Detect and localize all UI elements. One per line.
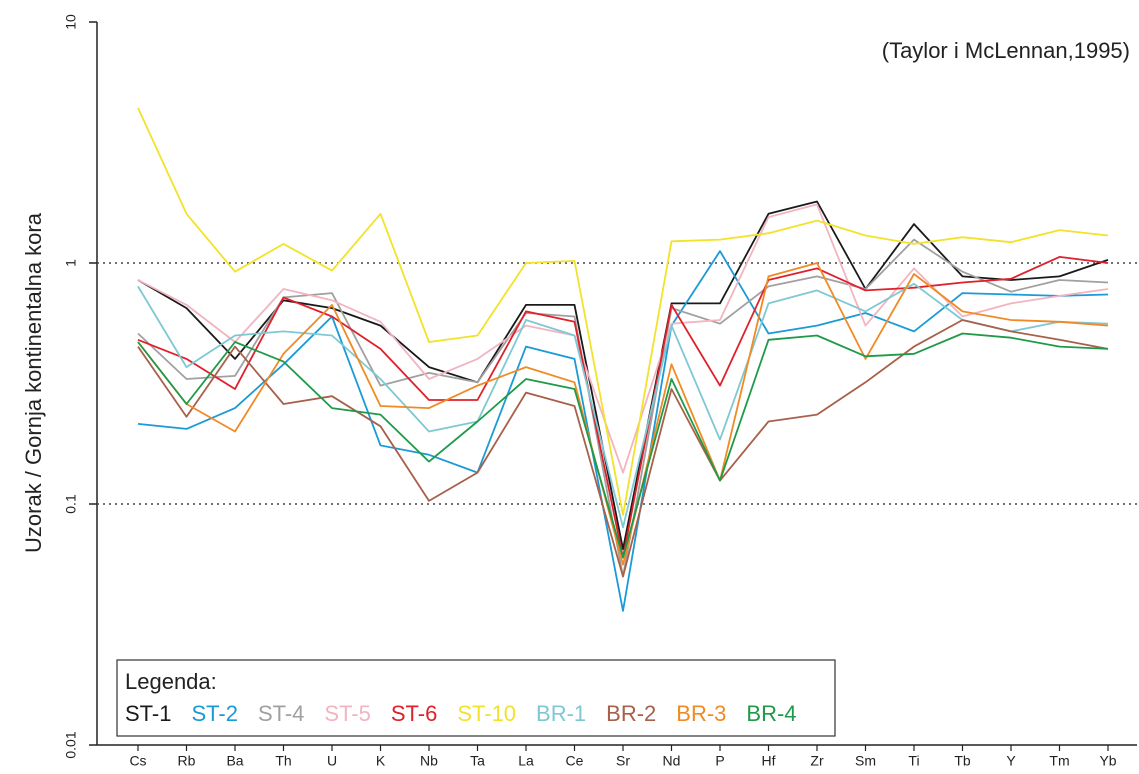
x-tick-label: Ce — [566, 753, 584, 769]
y-tick-label: 10 — [63, 14, 79, 30]
x-tick-label: Nb — [420, 753, 438, 769]
series-line — [137, 282, 1109, 529]
y-tick-label: 1 — [63, 259, 79, 267]
x-tick-label: Cs — [129, 753, 146, 769]
legend-entry: ST-1 — [125, 701, 171, 726]
x-tick-label: Rb — [178, 753, 196, 769]
y-tick-label: 0.1 — [63, 494, 79, 514]
series-line — [137, 262, 1109, 566]
x-tick-label: P — [715, 753, 724, 769]
annotation: (Taylor i McLennan,1995) — [882, 38, 1130, 63]
legend-box — [116, 659, 836, 737]
x-tick-label: Hf — [762, 753, 776, 769]
y-tick-label: 0.01 — [63, 731, 79, 758]
legend-entry: ST-6 — [391, 701, 437, 726]
series-line — [137, 250, 1109, 612]
legend-entry: ST-10 — [457, 701, 516, 726]
y-axis-label: Uzorak / Gornja kontinentalna kora — [21, 212, 46, 553]
x-tick-label: Y — [1006, 753, 1016, 769]
x-tick-label: Ta — [470, 753, 485, 769]
series-line — [137, 203, 1109, 474]
x-tick-label: Zr — [810, 753, 824, 769]
x-tick-label: Tm — [1049, 753, 1069, 769]
x-tick-label: Sr — [616, 753, 630, 769]
x-tick-label: La — [518, 753, 534, 769]
legend-entry: BR-2 — [606, 701, 656, 726]
x-tick-label: Th — [275, 753, 291, 769]
series-line — [137, 107, 1109, 516]
x-tick-label: Ti — [908, 753, 919, 769]
x-tick-label: U — [327, 753, 337, 769]
series-line — [137, 332, 1109, 559]
series-line — [137, 200, 1109, 550]
x-tick-label: Yb — [1099, 753, 1116, 769]
legend-entry: BR-1 — [536, 701, 586, 726]
legend-entry: ST-2 — [191, 701, 237, 726]
series-line — [137, 319, 1109, 578]
legend-entry: ST-4 — [258, 701, 304, 726]
x-tick-label: K — [376, 753, 386, 769]
x-tick-label: Ba — [226, 753, 243, 769]
legend-title: Legenda: — [125, 669, 217, 694]
legend-entry: ST-5 — [324, 701, 370, 726]
legend-entry: BR-4 — [746, 701, 796, 726]
x-tick-label: Sm — [855, 753, 876, 769]
x-tick-label: Nd — [663, 753, 681, 769]
legend-entry: BR-3 — [676, 701, 726, 726]
x-tick-label: Tb — [954, 753, 971, 769]
